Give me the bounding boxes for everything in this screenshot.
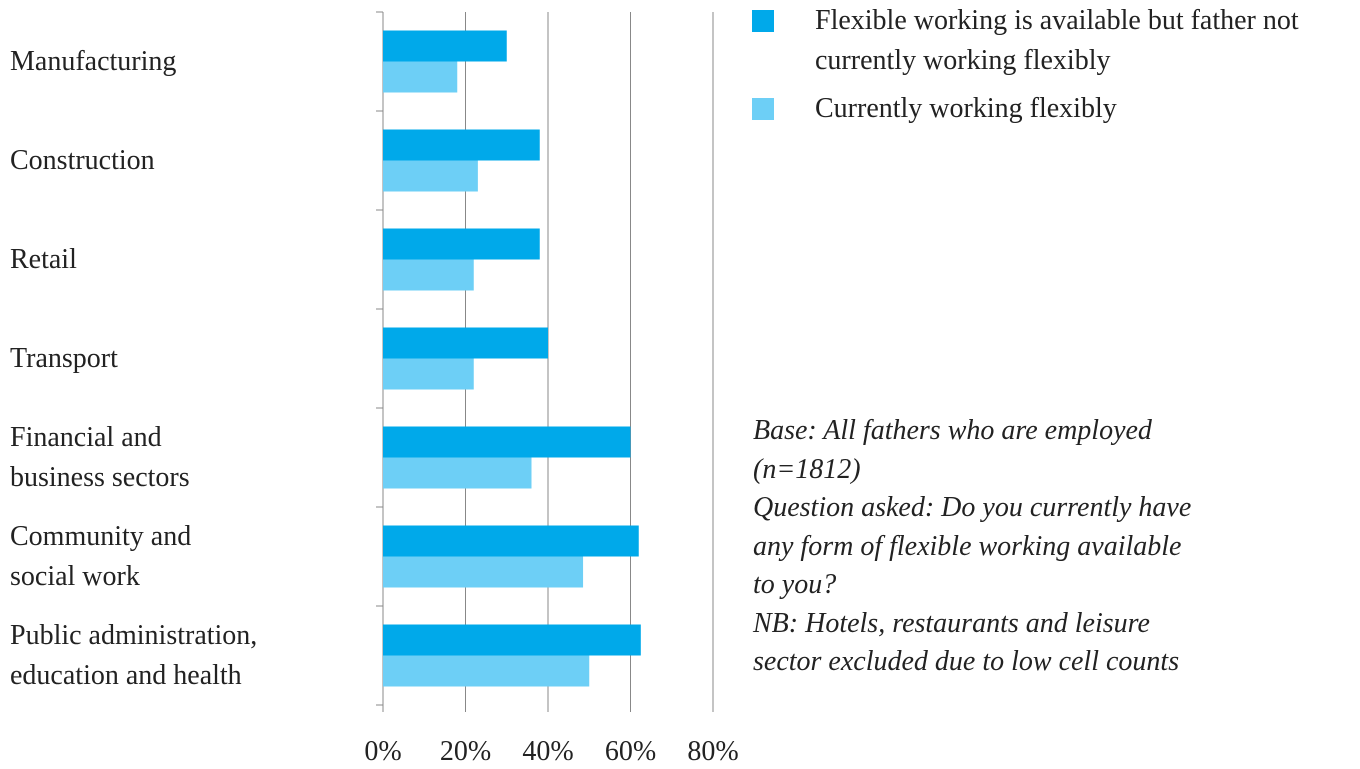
y-tick-label: Community and social work	[10, 520, 192, 592]
bar	[383, 624, 641, 656]
bar	[383, 426, 631, 458]
x-tick-label: 20%	[440, 736, 491, 767]
y-tick-label: Public administration, education and hea…	[10, 619, 258, 691]
legend-label: Currently working flexibly	[815, 93, 1117, 124]
bar	[383, 457, 532, 489]
bar	[383, 259, 474, 291]
bar	[383, 525, 639, 557]
y-tick-label: Retail	[10, 243, 77, 275]
y-tick-label: Manufacturing	[10, 45, 177, 77]
bar	[383, 655, 590, 687]
x-tick-label: 40%	[522, 736, 573, 767]
bar	[383, 129, 540, 161]
y-tick-label: Transport	[10, 342, 118, 374]
x-tick-label: 60%	[605, 736, 656, 767]
y-tick-label: Financial and business sectors	[10, 421, 190, 493]
bar	[383, 556, 584, 588]
y-tick-label: Construction	[10, 144, 155, 176]
bar	[383, 30, 507, 62]
x-tick-label: 0%	[364, 736, 401, 767]
legend-swatch	[752, 10, 774, 32]
bar	[383, 228, 540, 260]
legend-label: Flexible working is available but father…	[815, 5, 1299, 76]
bar	[383, 327, 548, 359]
bar	[383, 358, 474, 390]
bar	[383, 160, 478, 192]
x-tick-label: 80%	[687, 736, 738, 767]
legend-swatch	[752, 98, 774, 120]
note: Base: All fathers who are employed (n=18…	[753, 415, 1192, 677]
bar	[383, 61, 458, 93]
